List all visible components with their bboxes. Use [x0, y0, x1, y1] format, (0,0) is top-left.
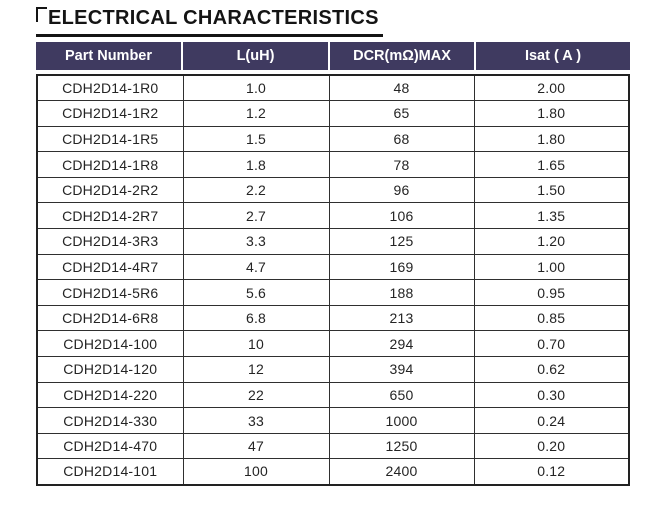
corner-bracket-icon — [36, 7, 47, 22]
inductance-cell: 3.3 — [182, 228, 330, 255]
dcr-cell: 394 — [328, 356, 475, 383]
dcr-cell: 106 — [328, 202, 475, 230]
table-row: CDH2D14-1R8 1.8 78 1.65 — [36, 151, 630, 178]
isat-cell: 0.20 — [473, 432, 630, 460]
inductance-cell: 5.6 — [182, 279, 330, 306]
table-row: CDH2D14-220 22 650 0.30 — [36, 381, 630, 409]
table-row: CDH2D14-1R2 1.2 65 1.80 — [36, 100, 630, 127]
part-number-cell: CDH2D14-2R7 — [36, 202, 184, 230]
column-header-isat: Isat ( A ) — [476, 42, 630, 70]
table-row: CDH2D14-101 100 2400 0.12 — [36, 458, 630, 485]
part-number-cell: CDH2D14-3R3 — [36, 228, 184, 255]
table-row: CDH2D14-1R5 1.5 68 1.80 — [36, 125, 630, 153]
inductance-cell: 4.7 — [182, 253, 330, 281]
dcr-cell: 213 — [328, 304, 475, 332]
isat-cell: 1.50 — [473, 176, 630, 204]
dcr-cell: 650 — [328, 381, 475, 409]
part-number-cell: CDH2D14-1R0 — [36, 74, 184, 102]
table-row: CDH2D14-6R8 6.8 213 0.85 — [36, 304, 630, 332]
dcr-cell: 188 — [328, 279, 475, 306]
isat-cell: 1.20 — [473, 228, 630, 255]
table-header-row: Part Number L(uH) DCR(mΩ)MAX Isat ( A ) — [36, 42, 630, 70]
isat-cell: 1.80 — [473, 100, 630, 127]
dcr-cell: 294 — [328, 330, 475, 358]
isat-cell: 1.65 — [473, 151, 630, 178]
isat-cell: 0.24 — [473, 407, 630, 434]
isat-cell: 0.95 — [473, 279, 630, 306]
part-number-cell: CDH2D14-1R8 — [36, 151, 184, 178]
dcr-cell: 68 — [328, 125, 475, 153]
dcr-cell: 2400 — [328, 458, 475, 485]
table-row: CDH2D14-3R3 3.3 125 1.20 — [36, 228, 630, 255]
isat-cell: 1.35 — [473, 202, 630, 230]
isat-cell: 2.00 — [473, 74, 630, 102]
part-number-cell: CDH2D14-4R7 — [36, 253, 184, 281]
table-row: CDH2D14-1R0 1.0 48 2.00 — [36, 74, 630, 102]
isat-cell: 0.62 — [473, 356, 630, 383]
table-row: CDH2D14-470 47 1250 0.20 — [36, 432, 630, 460]
dcr-cell: 125 — [328, 228, 475, 255]
isat-cell: 1.80 — [473, 125, 630, 153]
dcr-cell: 169 — [328, 253, 475, 281]
inductance-cell: 12 — [182, 356, 330, 383]
dcr-cell: 65 — [328, 100, 475, 127]
part-number-cell: CDH2D14-470 — [36, 432, 184, 460]
inductance-cell: 22 — [182, 381, 330, 409]
inductance-cell: 6.8 — [182, 304, 330, 332]
table-row: CDH2D14-4R7 4.7 169 1.00 — [36, 253, 630, 281]
dcr-cell: 1250 — [328, 432, 475, 460]
inductance-cell: 1.8 — [182, 151, 330, 178]
table-row: CDH2D14-100 10 294 0.70 — [36, 330, 630, 358]
part-number-cell: CDH2D14-1R5 — [36, 125, 184, 153]
dcr-cell: 1000 — [328, 407, 475, 434]
part-number-cell: CDH2D14-330 — [36, 407, 184, 434]
column-header-dcr-max: DCR(mΩ)MAX — [330, 42, 474, 70]
isat-cell: 0.70 — [473, 330, 630, 358]
inductance-cell: 2.2 — [182, 176, 330, 204]
table-row: CDH2D14-330 33 1000 0.24 — [36, 407, 630, 434]
inductance-cell: 100 — [182, 458, 330, 485]
page-title-text: ELECTRICAL CHARACTERISTICS — [48, 7, 379, 29]
electrical-characteristics-table: Part Number L(uH) DCR(mΩ)MAX Isat ( A ) … — [36, 42, 630, 486]
inductance-cell: 1.0 — [182, 74, 330, 102]
isat-cell: 0.30 — [473, 381, 630, 409]
part-number-cell: CDH2D14-6R8 — [36, 304, 184, 332]
inductance-cell: 33 — [182, 407, 330, 434]
part-number-cell: CDH2D14-101 — [36, 458, 184, 485]
isat-cell: 1.00 — [473, 253, 630, 281]
inductance-cell: 1.5 — [182, 125, 330, 153]
column-header-inductance: L(uH) — [183, 42, 328, 70]
part-number-cell: CDH2D14-5R6 — [36, 279, 184, 306]
table-body-grid: CDH2D14-1R0 1.0 48 2.00 CDH2D14-1R2 1.2 65 1.80… — [36, 74, 630, 486]
inductance-cell: 2.7 — [182, 202, 330, 230]
table-row: CDH2D14-5R6 5.6 188 0.95 — [36, 279, 630, 306]
table-body: CDH2D14-1R0 1.0 48 2.00 CDH2D14-1R2 1.2 65 1.80… — [36, 74, 630, 485]
part-number-cell: CDH2D14-1R2 — [36, 100, 184, 127]
inductance-cell: 1.2 — [182, 100, 330, 127]
dcr-cell: 48 — [328, 74, 475, 102]
column-header-part-number: Part Number — [36, 42, 181, 70]
isat-cell: 0.85 — [473, 304, 630, 332]
title-block: ELECTRICAL CHARACTERISTICS — [36, 5, 383, 37]
inductance-cell: 47 — [182, 432, 330, 460]
dcr-cell: 78 — [328, 151, 475, 178]
dcr-cell: 96 — [328, 176, 475, 204]
table-row: CDH2D14-2R7 2.7 106 1.35 — [36, 202, 630, 230]
part-number-cell: CDH2D14-120 — [36, 356, 184, 383]
isat-cell: 0.12 — [473, 458, 630, 485]
page-title: ELECTRICAL CHARACTERISTICS — [36, 5, 383, 37]
table-row: CDH2D14-2R2 2.2 96 1.50 — [36, 176, 630, 204]
part-number-cell: CDH2D14-2R2 — [36, 176, 184, 204]
part-number-cell: CDH2D14-220 — [36, 381, 184, 409]
table-row: CDH2D14-120 12 394 0.62 — [36, 356, 630, 383]
inductance-cell: 10 — [182, 330, 330, 358]
part-number-cell: CDH2D14-100 — [36, 330, 184, 358]
